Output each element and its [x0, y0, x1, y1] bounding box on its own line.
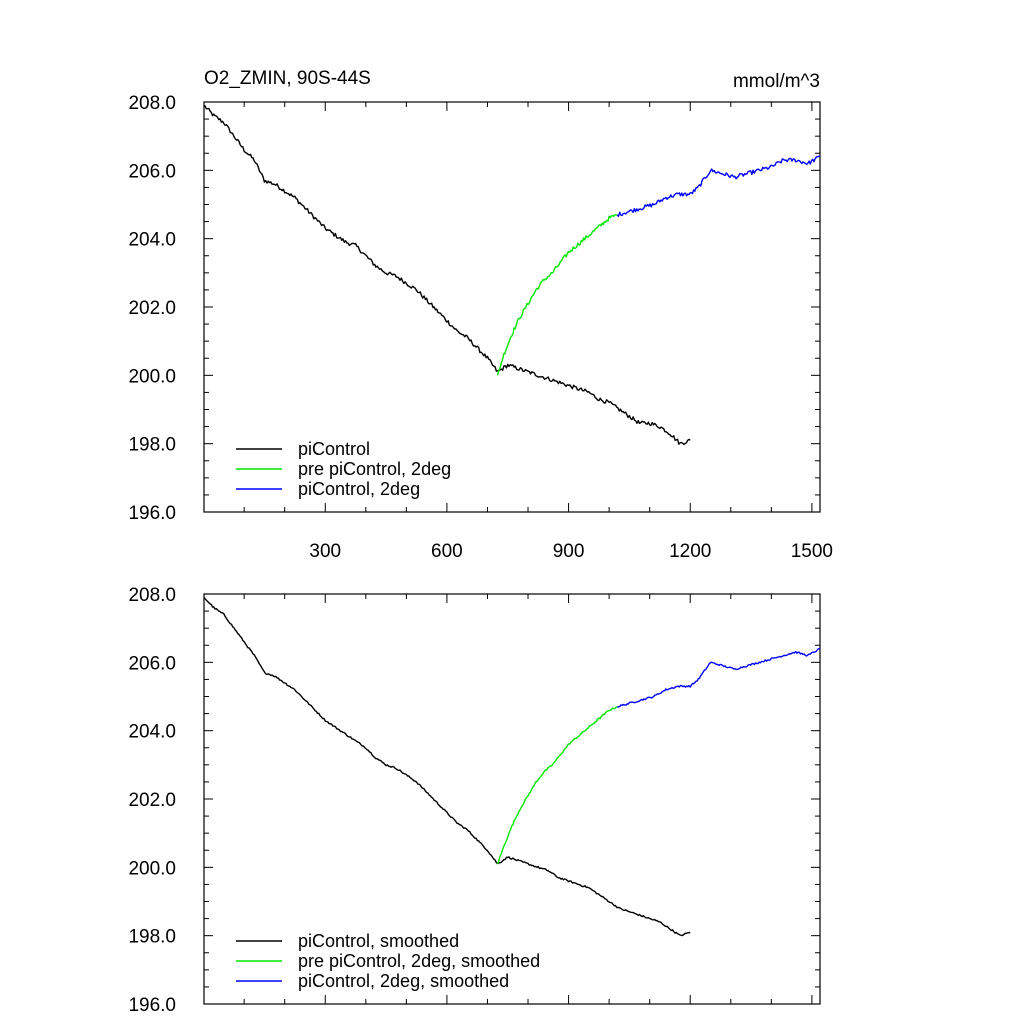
- y-tick-label: 206.0: [128, 161, 176, 182]
- series-line-picontrol: [203, 104, 691, 446]
- series-line-picontrol-2deg-smoothed: [617, 648, 821, 708]
- y-tick-label: 208.0: [128, 93, 176, 114]
- y-tick-label: 206.0: [128, 653, 176, 674]
- x-tick-label: 1500: [791, 541, 833, 562]
- bottom-tick-labels: 196.0 198.0 200.0 202.0 204.0 206.0 208.0: [128, 585, 176, 1016]
- y-tick-label: 198.0: [128, 435, 176, 456]
- series-line-picontrol-2deg: [616, 155, 821, 218]
- legend-label: pre piControl, 2deg: [298, 459, 451, 479]
- series-line-picontrol-smoothed: [203, 596, 691, 937]
- y-tick-label: 204.0: [128, 722, 176, 743]
- x-tick-label: 900: [553, 541, 585, 562]
- series-line-pre-picontrol-2deg: [496, 213, 618, 376]
- chart-title: O2_ZMIN, 90S-44S: [204, 68, 371, 89]
- y-tick-label: 200.0: [128, 366, 176, 387]
- bottom-panel: 196.0 198.0 200.0 202.0 204.0 206.0 208.0 piCo…: [128, 585, 821, 1016]
- bottom-plot-frame: [203, 593, 821, 1005]
- legend-label: piControl: [298, 439, 370, 459]
- y-tick-label: 208.0: [128, 585, 176, 606]
- legend-label: piControl, 2deg: [298, 479, 420, 499]
- units-label: mmol/m^3: [733, 71, 820, 92]
- top-panel: 196.0 198.0 200.0 202.0 204.0 206.0 208.0 300 60…: [128, 93, 833, 562]
- top-plot-frame: [203, 101, 821, 513]
- y-tick-label: 196.0: [128, 995, 176, 1016]
- bottom-series: [203, 596, 821, 937]
- top-ticks: [204, 101, 820, 513]
- y-tick-label: 196.0: [128, 503, 176, 524]
- x-tick-label: 300: [309, 541, 341, 562]
- y-tick-label: 202.0: [128, 298, 176, 319]
- x-tick-label: 1200: [669, 541, 711, 562]
- y-tick-label: 200.0: [128, 858, 176, 879]
- top-tick-labels: 196.0 198.0 200.0 202.0 204.0 206.0 208.0 300 60…: [128, 93, 833, 562]
- y-tick-label: 204.0: [128, 230, 176, 251]
- legend-label: piControl, 2deg, smoothed: [298, 971, 509, 991]
- y-tick-label: 202.0: [128, 790, 176, 811]
- bottom-ticks: [204, 593, 820, 1005]
- x-tick-label: 600: [431, 541, 463, 562]
- legend-label: piControl, smoothed: [298, 931, 459, 951]
- series-line-pre-picontrol-2deg-smoothed: [496, 706, 618, 865]
- y-tick-label: 198.0: [128, 927, 176, 948]
- legend-label: pre piControl, 2deg, smoothed: [298, 951, 540, 971]
- top-series: [203, 104, 821, 446]
